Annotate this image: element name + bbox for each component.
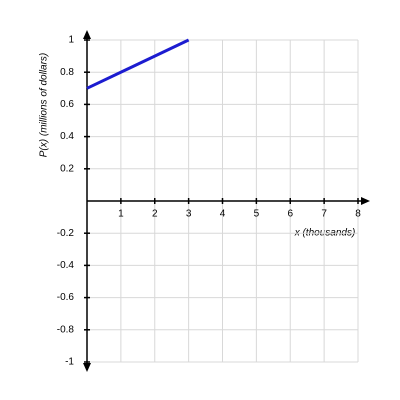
y-tick-label: -0.2 [57, 228, 75, 239]
x-tick-label: 8 [355, 209, 361, 220]
y-tick-label: 0.2 [60, 163, 74, 174]
y-tick-label: -0.6 [57, 292, 75, 303]
data-line [86, 38, 190, 90]
x-tick-label: 7 [321, 209, 327, 220]
x-tick-label: 2 [152, 209, 158, 220]
y-tick-label: 0.6 [60, 99, 74, 110]
y-tick-label: -0.4 [57, 260, 75, 271]
y-axis-arrow-down [83, 363, 91, 372]
x-axis-arrow [361, 197, 370, 205]
x-tick-label: 6 [287, 209, 293, 220]
y-axis-arrow-up [83, 30, 91, 39]
y-tick-label: 0.8 [60, 67, 74, 78]
y-axis-label: P(x) (millions of dollars) [39, 53, 50, 157]
y-tick-label: 0.4 [60, 131, 74, 142]
y-tick-label: -0.8 [57, 324, 75, 335]
y-tick-label: 1 [68, 35, 74, 46]
x-tick-label: 3 [186, 209, 192, 220]
x-tick-label: 5 [254, 209, 260, 220]
y-tick-label: -1 [65, 357, 74, 368]
x-tick-label: 4 [220, 209, 226, 220]
x-tick-label: 1 [118, 209, 124, 220]
